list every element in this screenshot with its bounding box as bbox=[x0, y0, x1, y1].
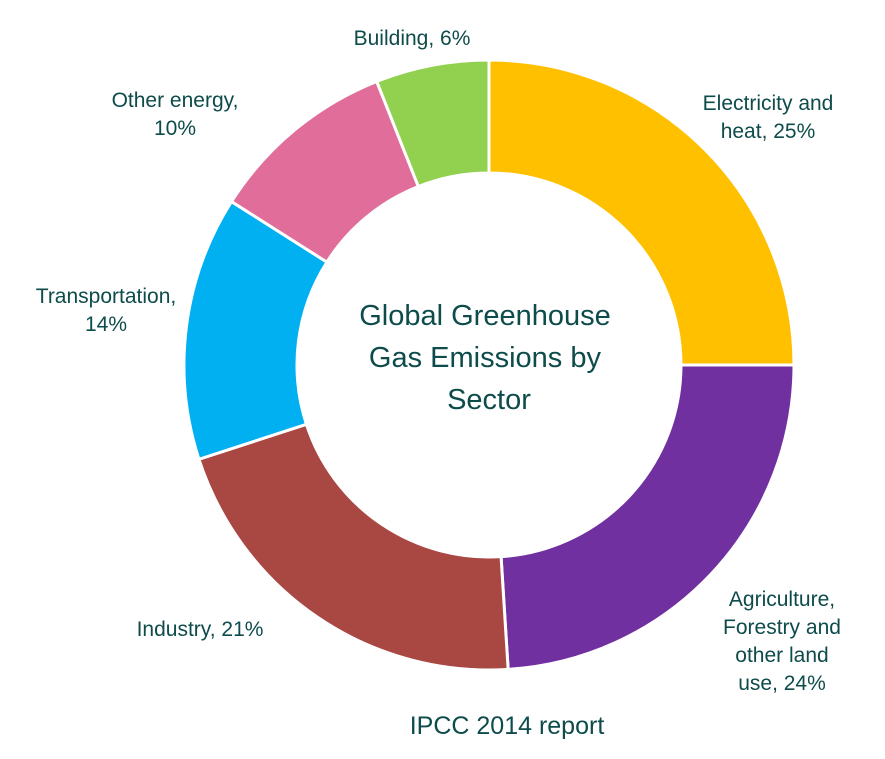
chart-title-line-3: Sector bbox=[447, 384, 531, 416]
slice-label-6: Building, 6% bbox=[354, 27, 471, 50]
chart-title-line-1: Global Greenhouse bbox=[359, 300, 611, 332]
donut-slice-1 bbox=[487, 58, 796, 367]
slice-label-1-line-2: heat, 25% bbox=[721, 120, 816, 143]
slice-label-5-line-1: Other energy, bbox=[112, 89, 239, 112]
donut-slices bbox=[182, 58, 796, 672]
donut-slice-6 bbox=[374, 58, 491, 189]
source-note: IPCC 2014 report bbox=[410, 712, 605, 740]
slice-label-2-line-3: other land bbox=[735, 644, 828, 667]
slice-label-5-line-2: 10% bbox=[154, 117, 196, 140]
slice-label-2: Agriculture, Forestry and other land use, 2… bbox=[723, 588, 841, 695]
slice-label-1: Electricity and heat, 25% bbox=[703, 92, 834, 143]
donut-slice-3 bbox=[197, 422, 510, 672]
slice-label-3: Industry, 21% bbox=[137, 618, 264, 641]
slice-label-2-line-1: Agriculture, bbox=[729, 588, 835, 611]
slice-label-6-line-1: Building, 6% bbox=[354, 27, 471, 50]
chart-title: Global Greenhouse Gas Emissions by Secto… bbox=[359, 300, 619, 416]
slice-label-3-line-1: Industry, 21% bbox=[137, 618, 264, 641]
slice-label-4: Transportation, 14% bbox=[36, 285, 176, 336]
slice-label-1-line-1: Electricity and bbox=[703, 92, 834, 115]
slice-label-4-line-2: 14% bbox=[85, 313, 127, 336]
slice-label-5: Other energy, 10% bbox=[112, 89, 239, 140]
slice-labels: Electricity and heat, 25% Agriculture, Fore… bbox=[36, 27, 841, 695]
slice-label-2-line-2: Forestry and bbox=[723, 616, 841, 639]
slice-label-4-line-1: Transportation, bbox=[36, 285, 176, 308]
chart-title-line-2: Gas Emissions by bbox=[369, 342, 602, 374]
donut-slice-2 bbox=[499, 363, 796, 671]
slice-label-2-line-4: use, 24% bbox=[738, 672, 826, 695]
